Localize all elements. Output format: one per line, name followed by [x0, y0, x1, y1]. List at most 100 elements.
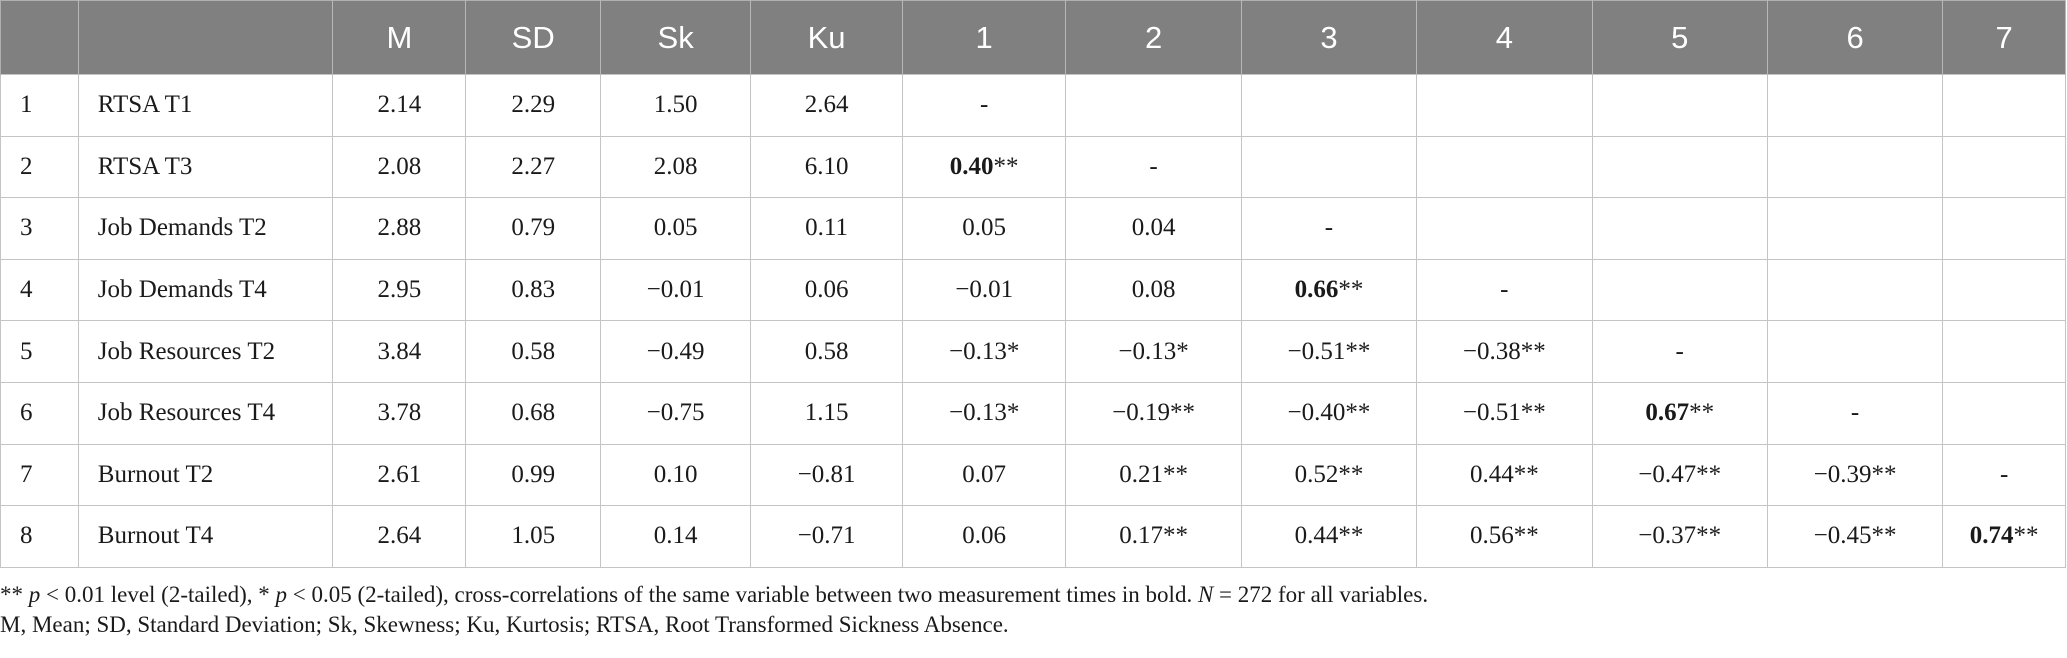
correlation-value: 0.08	[1131, 276, 1176, 304]
table-row: 8 Burnout T4 2.64 1.05 0.14 −0.71 0.06 0.17** 0.…	[0, 505, 2066, 568]
correlation-cell: 0.21**	[1065, 443, 1242, 507]
correlation-cell: -	[901, 74, 1067, 137]
significance-stars: *	[1006, 399, 1020, 427]
stat-cell-ku: 6.10	[750, 135, 903, 199]
row-number: 4	[0, 258, 79, 322]
correlation-value: -	[1675, 337, 1684, 365]
header-cell: 3	[1241, 0, 1418, 75]
stat-cell-sk: 2.08	[599, 135, 752, 199]
significance-stars: **	[1696, 522, 1722, 550]
stat-cell-m: 2.88	[332, 197, 467, 260]
variable-name: Burnout T2	[77, 443, 334, 507]
row-number: 2	[0, 135, 79, 199]
correlation-cell: −0.51**	[1416, 381, 1593, 445]
correlation-cell: −0.13*	[1065, 320, 1242, 383]
variable-name: Job Resources T4	[77, 381, 334, 445]
stat-cell-sk: −0.75	[599, 381, 752, 445]
row-number: 5	[0, 320, 79, 383]
correlation-value: -	[1324, 214, 1334, 242]
correlation-value: 0.06	[962, 522, 1007, 550]
correlation-cell: −0.13*	[901, 381, 1067, 445]
correlation-cell	[1942, 135, 2066, 199]
correlation-value: 0.56	[1469, 522, 1514, 550]
stat-cell-sk: 0.14	[599, 505, 752, 568]
correlation-value: 0.44	[1294, 522, 1339, 550]
stat-cell-ku: 2.64	[750, 74, 903, 137]
correlation-cell: 0.40**	[901, 135, 1067, 199]
stat-cell-m: 2.08	[332, 135, 467, 199]
correlation-cell	[1766, 197, 1944, 260]
significance-stars: **	[1513, 522, 1539, 550]
correlation-cell: 0.67**	[1591, 381, 1768, 445]
correlation-cell	[1416, 135, 1593, 199]
stat-cell-m: 2.14	[332, 74, 467, 137]
correlation-cell	[1766, 258, 1944, 322]
stat-cell-sd: 0.83	[465, 258, 601, 322]
correlation-value: −0.51	[1287, 337, 1346, 365]
correlation-cell: -	[1766, 381, 1944, 445]
correlation-value: −0.19	[1112, 399, 1171, 427]
note-text: < 0.01 level (2-tailed), *	[40, 582, 276, 607]
correlation-value: -	[1149, 152, 1158, 180]
header-cell: Ku	[750, 0, 903, 75]
table-notes: ** p < 0.01 level (2-tailed), * p < 0.05…	[0, 580, 1428, 640]
note-text: N	[1197, 582, 1214, 607]
stat-cell-sd: 1.05	[465, 505, 601, 568]
correlation-cell: 0.05	[901, 197, 1067, 260]
significance-note: ** p < 0.01 level (2-tailed), * p < 0.05…	[0, 580, 1428, 610]
stat-cell-m: 2.61	[332, 443, 467, 507]
significance-stars: **	[1513, 460, 1539, 488]
correlation-value: -	[979, 91, 989, 119]
correlation-cell: −0.37**	[1591, 505, 1768, 568]
row-number: 8	[0, 505, 79, 568]
correlation-value: 0.07	[962, 460, 1007, 488]
stat-cell-m: 3.84	[332, 320, 467, 383]
significance-stars: **	[1162, 522, 1188, 550]
significance-stars: *	[1006, 337, 1020, 365]
table-row: 2 RTSA T3 2.08 2.27 2.08 6.10 0.40** -	[0, 135, 2066, 199]
correlation-cell	[1416, 197, 1593, 260]
header-cell: 7	[1942, 0, 2066, 75]
table-row: 7 Burnout T2 2.61 0.99 0.10 −0.81 0.07 0.21** 0.…	[0, 443, 2066, 507]
correlation-value: −0.13	[948, 399, 1007, 427]
correlation-cell	[1240, 74, 1418, 137]
correlation-cell: −0.13*	[901, 320, 1067, 383]
correlation-value: −0.39	[1813, 460, 1872, 488]
correlation-cell	[1591, 74, 1768, 137]
stat-cell-sk: −0.01	[599, 258, 752, 322]
stat-cell-sk: −0.49	[599, 320, 752, 383]
correlation-value: 0.21	[1119, 460, 1163, 488]
correlation-value: −0.45	[1813, 522, 1872, 550]
header-cell: SD	[465, 0, 601, 75]
correlation-cell: −0.40**	[1240, 381, 1418, 445]
stat-cell-ku: −0.71	[750, 505, 903, 568]
correlation-value: 0.67	[1645, 399, 1690, 427]
significance-stars: **	[1170, 399, 1196, 427]
correlation-value: −0.01	[955, 276, 1014, 304]
stat-cell-sk: 1.50	[599, 74, 752, 137]
stat-cell-ku: 1.15	[750, 381, 903, 445]
stat-cell-m: 3.78	[332, 381, 467, 445]
correlation-cell	[1942, 74, 2066, 137]
variable-name: Job Resources T2	[77, 320, 334, 383]
stat-cell-ku: 0.58	[750, 320, 903, 383]
correlation-cell	[1942, 381, 2066, 445]
correlation-cell	[1942, 320, 2066, 383]
correlation-value: -	[1999, 460, 2009, 488]
correlation-cell	[1065, 74, 1242, 137]
correlation-cell: 0.06	[901, 505, 1067, 568]
table-body: 1 RTSA T1 2.14 2.29 1.50 2.64-2 RTSA T3 2.08 2.2…	[0, 74, 2066, 568]
row-number: 6	[0, 381, 79, 445]
correlation-cell: -	[1240, 197, 1418, 260]
significance-stars: **	[1338, 276, 1364, 304]
table-row: 4 Job Demands T4 2.95 0.83 −0.01 0.06 −0.01 0.0…	[0, 258, 2066, 322]
correlation-cell	[1766, 320, 1944, 383]
significance-stars: **	[1689, 399, 1715, 427]
table-row: 5 Job Resources T2 3.84 0.58 −0.49 0.58 −0.13*…	[0, 320, 2066, 383]
note-text: p	[28, 582, 41, 607]
correlation-value: 0.04	[1131, 214, 1176, 242]
correlation-value: 0.52	[1294, 460, 1339, 488]
correlation-cell: 0.74**	[1942, 505, 2066, 568]
correlation-cell: −0.01	[901, 258, 1067, 322]
correlation-cell: −0.19**	[1065, 381, 1242, 445]
